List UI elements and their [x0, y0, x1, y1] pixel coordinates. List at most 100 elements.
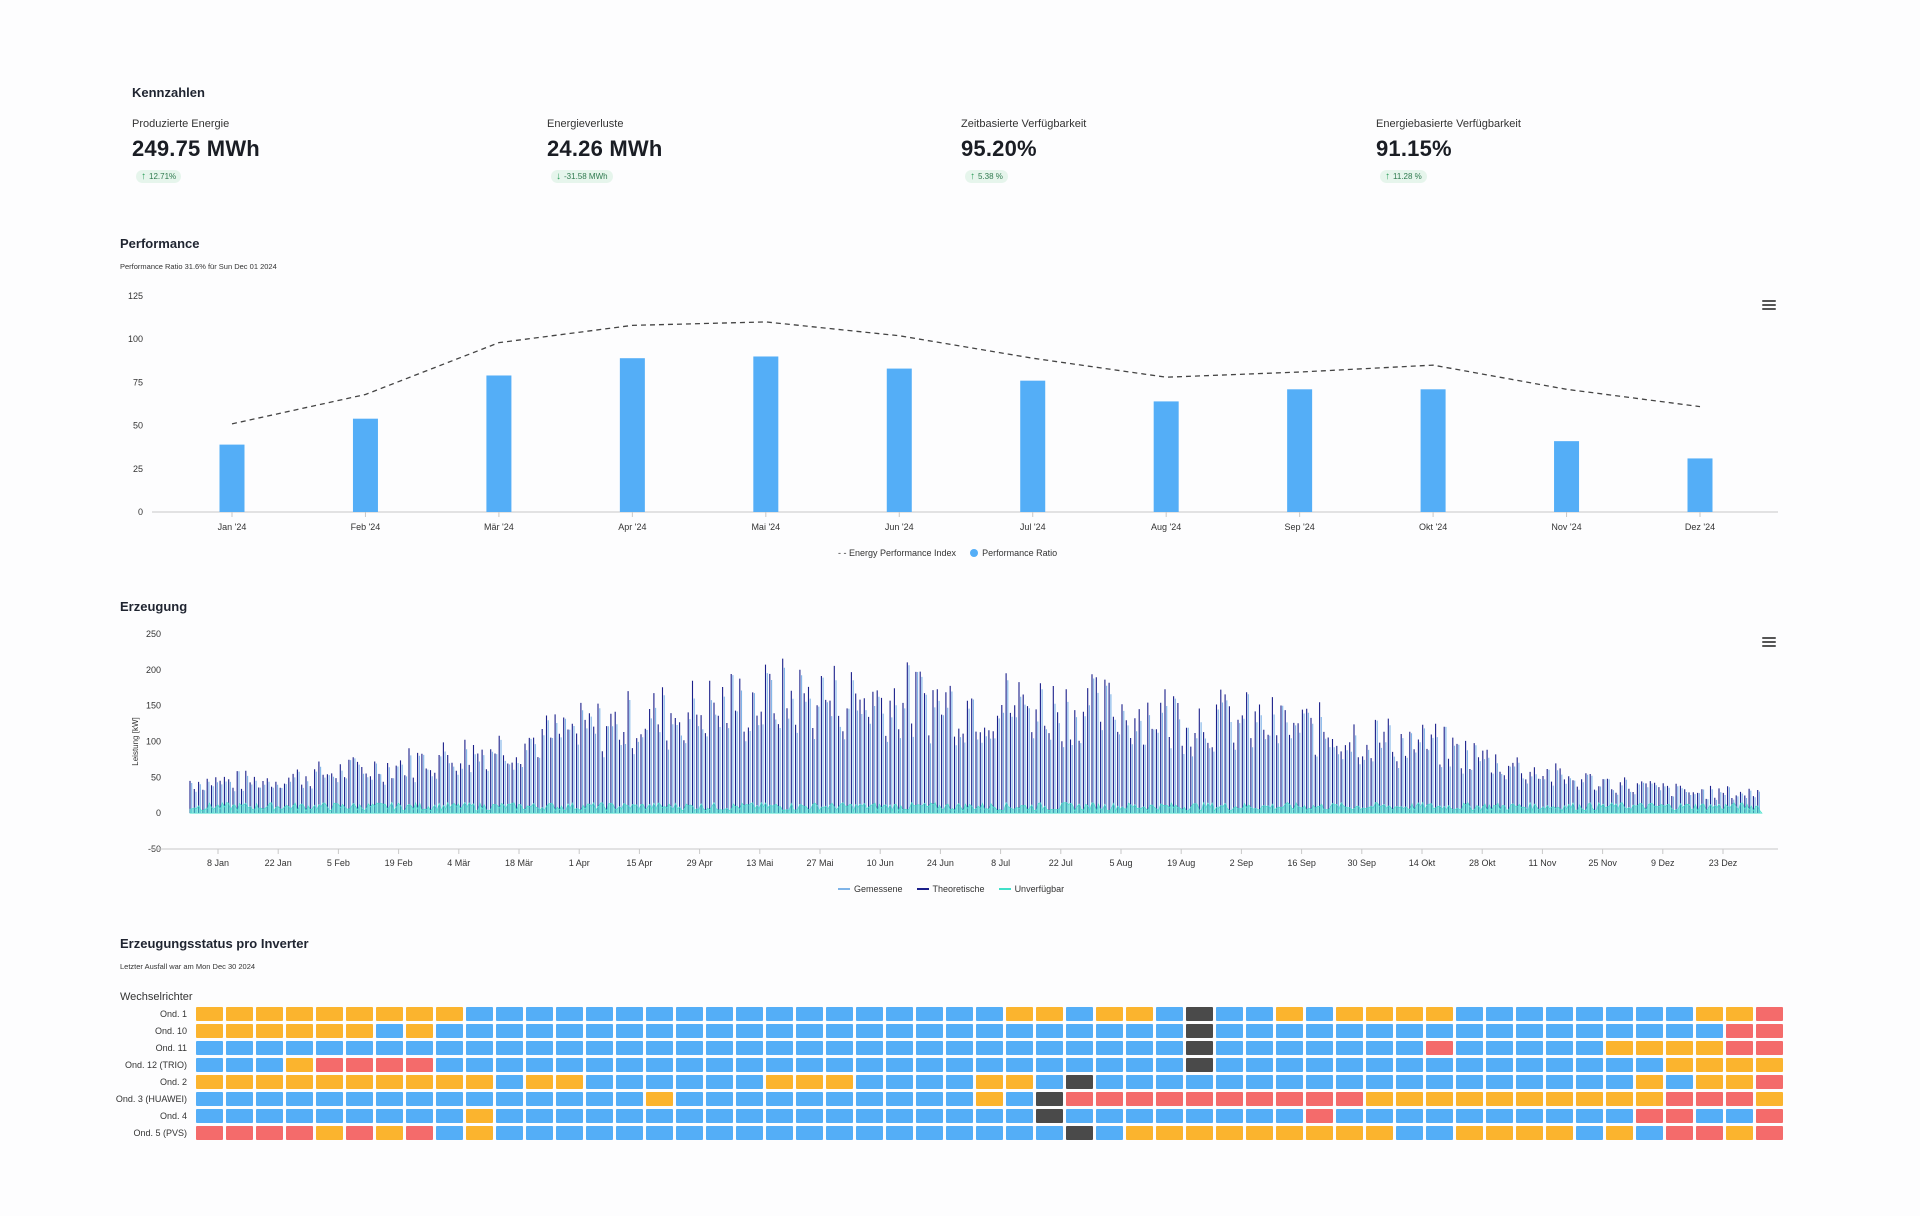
- status-cell[interactable]: [496, 1126, 523, 1140]
- status-cell[interactable]: [1216, 1126, 1243, 1140]
- hamburger-menu-icon[interactable]: [1762, 300, 1776, 312]
- status-cell[interactable]: [556, 1058, 583, 1072]
- status-cell[interactable]: [376, 1126, 403, 1140]
- status-cell[interactable]: [316, 1109, 343, 1123]
- status-cell[interactable]: [226, 1075, 253, 1089]
- status-cell[interactable]: [406, 1041, 433, 1055]
- status-cell[interactable]: [1396, 1092, 1423, 1106]
- status-cell[interactable]: [1696, 1007, 1723, 1021]
- status-cell[interactable]: [1666, 1024, 1693, 1038]
- status-cell[interactable]: [1216, 1041, 1243, 1055]
- status-cell[interactable]: [1126, 1109, 1153, 1123]
- status-cell[interactable]: [1456, 1075, 1483, 1089]
- status-cell[interactable]: [676, 1109, 703, 1123]
- status-cell[interactable]: [1396, 1058, 1423, 1072]
- status-cell[interactable]: [1336, 1041, 1363, 1055]
- status-cell[interactable]: [1006, 1058, 1033, 1072]
- status-cell[interactable]: [796, 1075, 823, 1089]
- status-cell[interactable]: [736, 1126, 763, 1140]
- status-cell[interactable]: [586, 1058, 613, 1072]
- status-cell[interactable]: [766, 1075, 793, 1089]
- status-cell[interactable]: [526, 1041, 553, 1055]
- status-cell[interactable]: [706, 1109, 733, 1123]
- status-cell[interactable]: [1546, 1058, 1573, 1072]
- status-cell[interactable]: [1726, 1007, 1753, 1021]
- status-cell[interactable]: [1096, 1024, 1123, 1038]
- status-cell[interactable]: [1756, 1007, 1783, 1021]
- status-cell[interactable]: [1246, 1126, 1273, 1140]
- status-cell[interactable]: [1456, 1092, 1483, 1106]
- status-cell[interactable]: [1426, 1007, 1453, 1021]
- status-cell[interactable]: [406, 1058, 433, 1072]
- status-cell[interactable]: [196, 1058, 223, 1072]
- status-cell[interactable]: [796, 1126, 823, 1140]
- status-cell[interactable]: [1366, 1075, 1393, 1089]
- status-cell[interactable]: [1726, 1041, 1753, 1055]
- status-cell[interactable]: [1006, 1075, 1033, 1089]
- status-cell[interactable]: [1186, 1058, 1213, 1072]
- status-cell[interactable]: [1096, 1058, 1123, 1072]
- status-cell[interactable]: [1036, 1024, 1063, 1038]
- status-cell[interactable]: [1606, 1007, 1633, 1021]
- status-cell[interactable]: [856, 1058, 883, 1072]
- status-cell[interactable]: [286, 1041, 313, 1055]
- status-cell[interactable]: [376, 1075, 403, 1089]
- status-cell[interactable]: [1426, 1092, 1453, 1106]
- status-cell[interactable]: [1576, 1058, 1603, 1072]
- status-cell[interactable]: [1426, 1058, 1453, 1072]
- status-cell[interactable]: [1246, 1075, 1273, 1089]
- status-cell[interactable]: [1636, 1041, 1663, 1055]
- status-cell[interactable]: [526, 1126, 553, 1140]
- status-cell[interactable]: [346, 1075, 373, 1089]
- status-cell[interactable]: [1486, 1092, 1513, 1106]
- status-cell[interactable]: [526, 1058, 553, 1072]
- status-cell[interactable]: [1006, 1092, 1033, 1106]
- status-cell[interactable]: [1456, 1041, 1483, 1055]
- status-cell[interactable]: [1396, 1109, 1423, 1123]
- status-cell[interactable]: [586, 1075, 613, 1089]
- status-cell[interactable]: [1006, 1024, 1033, 1038]
- status-cell[interactable]: [1066, 1092, 1093, 1106]
- status-cell[interactable]: [1396, 1041, 1423, 1055]
- status-cell[interactable]: [1426, 1109, 1453, 1123]
- status-cell[interactable]: [646, 1024, 673, 1038]
- status-cell[interactable]: [1696, 1092, 1723, 1106]
- status-cell[interactable]: [1636, 1024, 1663, 1038]
- status-cell[interactable]: [616, 1126, 643, 1140]
- status-cell[interactable]: [436, 1126, 463, 1140]
- status-cell[interactable]: [646, 1126, 673, 1140]
- status-cell[interactable]: [436, 1092, 463, 1106]
- status-cell[interactable]: [766, 1041, 793, 1055]
- status-cell[interactable]: [286, 1092, 313, 1106]
- status-cell[interactable]: [1756, 1058, 1783, 1072]
- status-cell[interactable]: [736, 1041, 763, 1055]
- status-cell[interactable]: [1246, 1109, 1273, 1123]
- status-cell[interactable]: [826, 1109, 853, 1123]
- status-cell[interactable]: [676, 1126, 703, 1140]
- status-cell[interactable]: [1216, 1092, 1243, 1106]
- status-cell[interactable]: [1636, 1109, 1663, 1123]
- status-cell[interactable]: [1216, 1007, 1243, 1021]
- status-cell[interactable]: [1066, 1126, 1093, 1140]
- status-cell[interactable]: [1636, 1058, 1663, 1072]
- status-cell[interactable]: [1126, 1092, 1153, 1106]
- status-cell[interactable]: [646, 1041, 673, 1055]
- status-cell[interactable]: [1126, 1007, 1153, 1021]
- status-cell[interactable]: [346, 1041, 373, 1055]
- status-cell[interactable]: [1516, 1041, 1543, 1055]
- status-cell[interactable]: [1666, 1007, 1693, 1021]
- status-cell[interactable]: [946, 1041, 973, 1055]
- status-cell[interactable]: [1366, 1024, 1393, 1038]
- status-cell[interactable]: [886, 1092, 913, 1106]
- status-cell[interactable]: [1006, 1109, 1033, 1123]
- status-cell[interactable]: [496, 1058, 523, 1072]
- status-cell[interactable]: [1426, 1075, 1453, 1089]
- status-cell[interactable]: [946, 1024, 973, 1038]
- status-cell[interactable]: [736, 1058, 763, 1072]
- status-cell[interactable]: [1576, 1126, 1603, 1140]
- status-cell[interactable]: [1366, 1007, 1393, 1021]
- status-cell[interactable]: [1066, 1024, 1093, 1038]
- status-cell[interactable]: [1576, 1024, 1603, 1038]
- status-cell[interactable]: [316, 1041, 343, 1055]
- status-cell[interactable]: [196, 1007, 223, 1021]
